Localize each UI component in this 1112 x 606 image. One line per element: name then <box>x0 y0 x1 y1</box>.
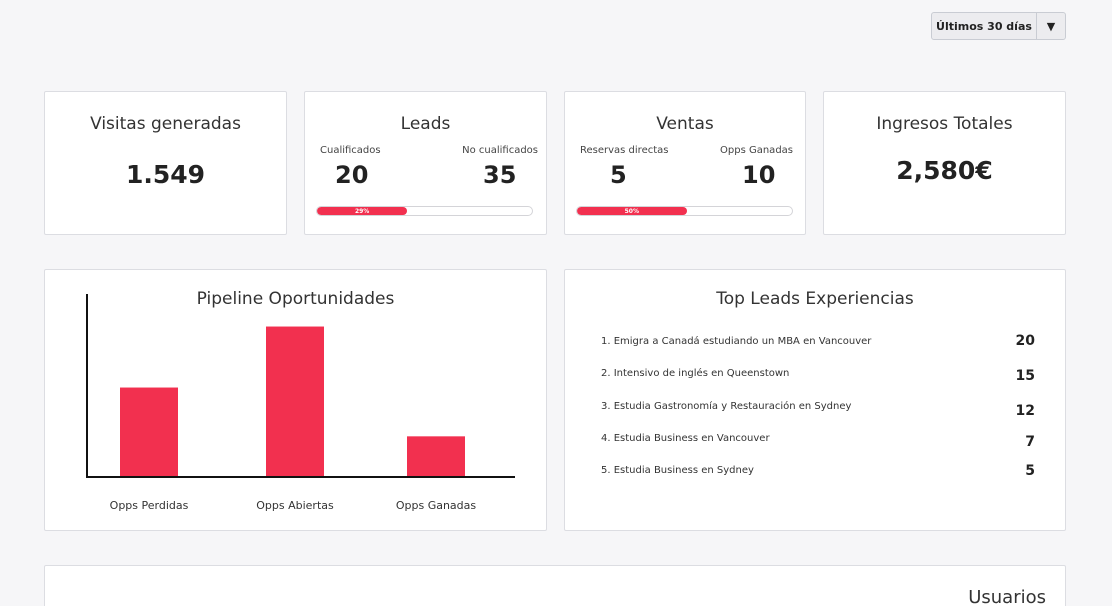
usuarios-card: Usuarios <box>44 565 1066 606</box>
date-range-label: Últimos 30 días <box>932 13 1037 39</box>
x-tick-label: Opps Abiertas <box>256 499 334 512</box>
lead-item-5-label: 5. Estudia Business en Sydney <box>601 465 754 476</box>
lead-item-3-label: 3. Estudia Gastronomía y Restauración en… <box>601 401 852 412</box>
lead-item-4-label: 4. Estudia Business en Vancouver <box>601 433 770 444</box>
triangle-down-icon[interactable]: ▼ <box>1046 19 1056 33</box>
pipeline-card: Pipeline Oportunidades Opps Perdidas Opps… <box>44 269 547 531</box>
lead-item-2-count: 15 <box>1015 368 1035 384</box>
pipeline-title: Pipeline Oportunidades <box>196 289 395 309</box>
leads-qualified-label: Cualificados <box>320 145 381 156</box>
kpi-ventas-card: Ventas Reservas directas Opps Ganadas 5 … <box>564 91 806 235</box>
kpi-visitas-value: 1.549 <box>125 160 206 189</box>
leads-progress-bar: 29% <box>316 206 533 216</box>
leads-progress-label: 29% <box>354 207 370 215</box>
date-range-select[interactable]: Últimos 30 días ▼ <box>931 12 1066 40</box>
x-tick-label: Opps Ganadas <box>396 499 477 512</box>
kpi-ventas-title: Ventas <box>656 114 714 134</box>
leads-qualified-value: 20 <box>335 161 369 189</box>
ventas-progress-label: 50% <box>624 207 639 215</box>
lead-item-4-count: 7 <box>1025 434 1035 450</box>
kpi-leads-card: Leads Cualificados No cualificados 20 35… <box>304 91 547 235</box>
ventas-direct-value: 5 <box>610 161 627 189</box>
leads-unqualified-value: 35 <box>483 161 517 189</box>
ventas-progress-fill: 50% <box>577 207 687 215</box>
x-tick-label: Opps Perdidas <box>110 499 189 512</box>
kpi-visitas-title: Visitas generadas <box>90 114 241 134</box>
ventas-won-label: Opps Ganadas <box>720 145 793 156</box>
lead-item-5-count: 5 <box>1025 463 1035 479</box>
leads-progress-fill: 29% <box>317 207 408 215</box>
usuarios-title: Usuarios <box>968 587 1046 606</box>
ventas-direct-label: Reservas directas <box>580 145 669 156</box>
bar-opps-ganadas <box>407 436 465 477</box>
lead-item-1-count: 20 <box>1015 333 1035 349</box>
bar-opps-abiertas <box>266 326 324 477</box>
lead-item-3-count: 12 <box>1015 403 1035 419</box>
kpi-leads-title: Leads <box>400 114 451 134</box>
top-leads-title: Top Leads Experiencias <box>716 289 914 309</box>
pipeline-chart: Opps Perdidas Opps Abiertas Opps Ganadas <box>86 294 515 512</box>
lead-item-1-label: 1. Emigra a Canadá estudiando un MBA en … <box>601 336 872 347</box>
lead-item-2-label: 2. Intensivo de inglés en Queenstown <box>601 368 790 379</box>
kpi-ingresos-card: Ingresos Totales 2,580€ <box>823 91 1066 235</box>
bar-opps-perdidas <box>120 387 178 477</box>
ventas-won-value: 10 <box>742 161 776 189</box>
kpi-ingresos-value: 2,580€ <box>896 156 993 185</box>
kpi-ingresos-title: Ingresos Totales <box>876 114 1013 134</box>
leads-unqualified-label: No cualificados <box>462 145 538 156</box>
top-leads-card: Top Leads Experiencias 1. Emigra a Canad… <box>564 269 1066 531</box>
kpi-visitas-card: Visitas generadas 1.549 <box>44 91 287 235</box>
ventas-progress-bar: 50% <box>576 206 793 216</box>
